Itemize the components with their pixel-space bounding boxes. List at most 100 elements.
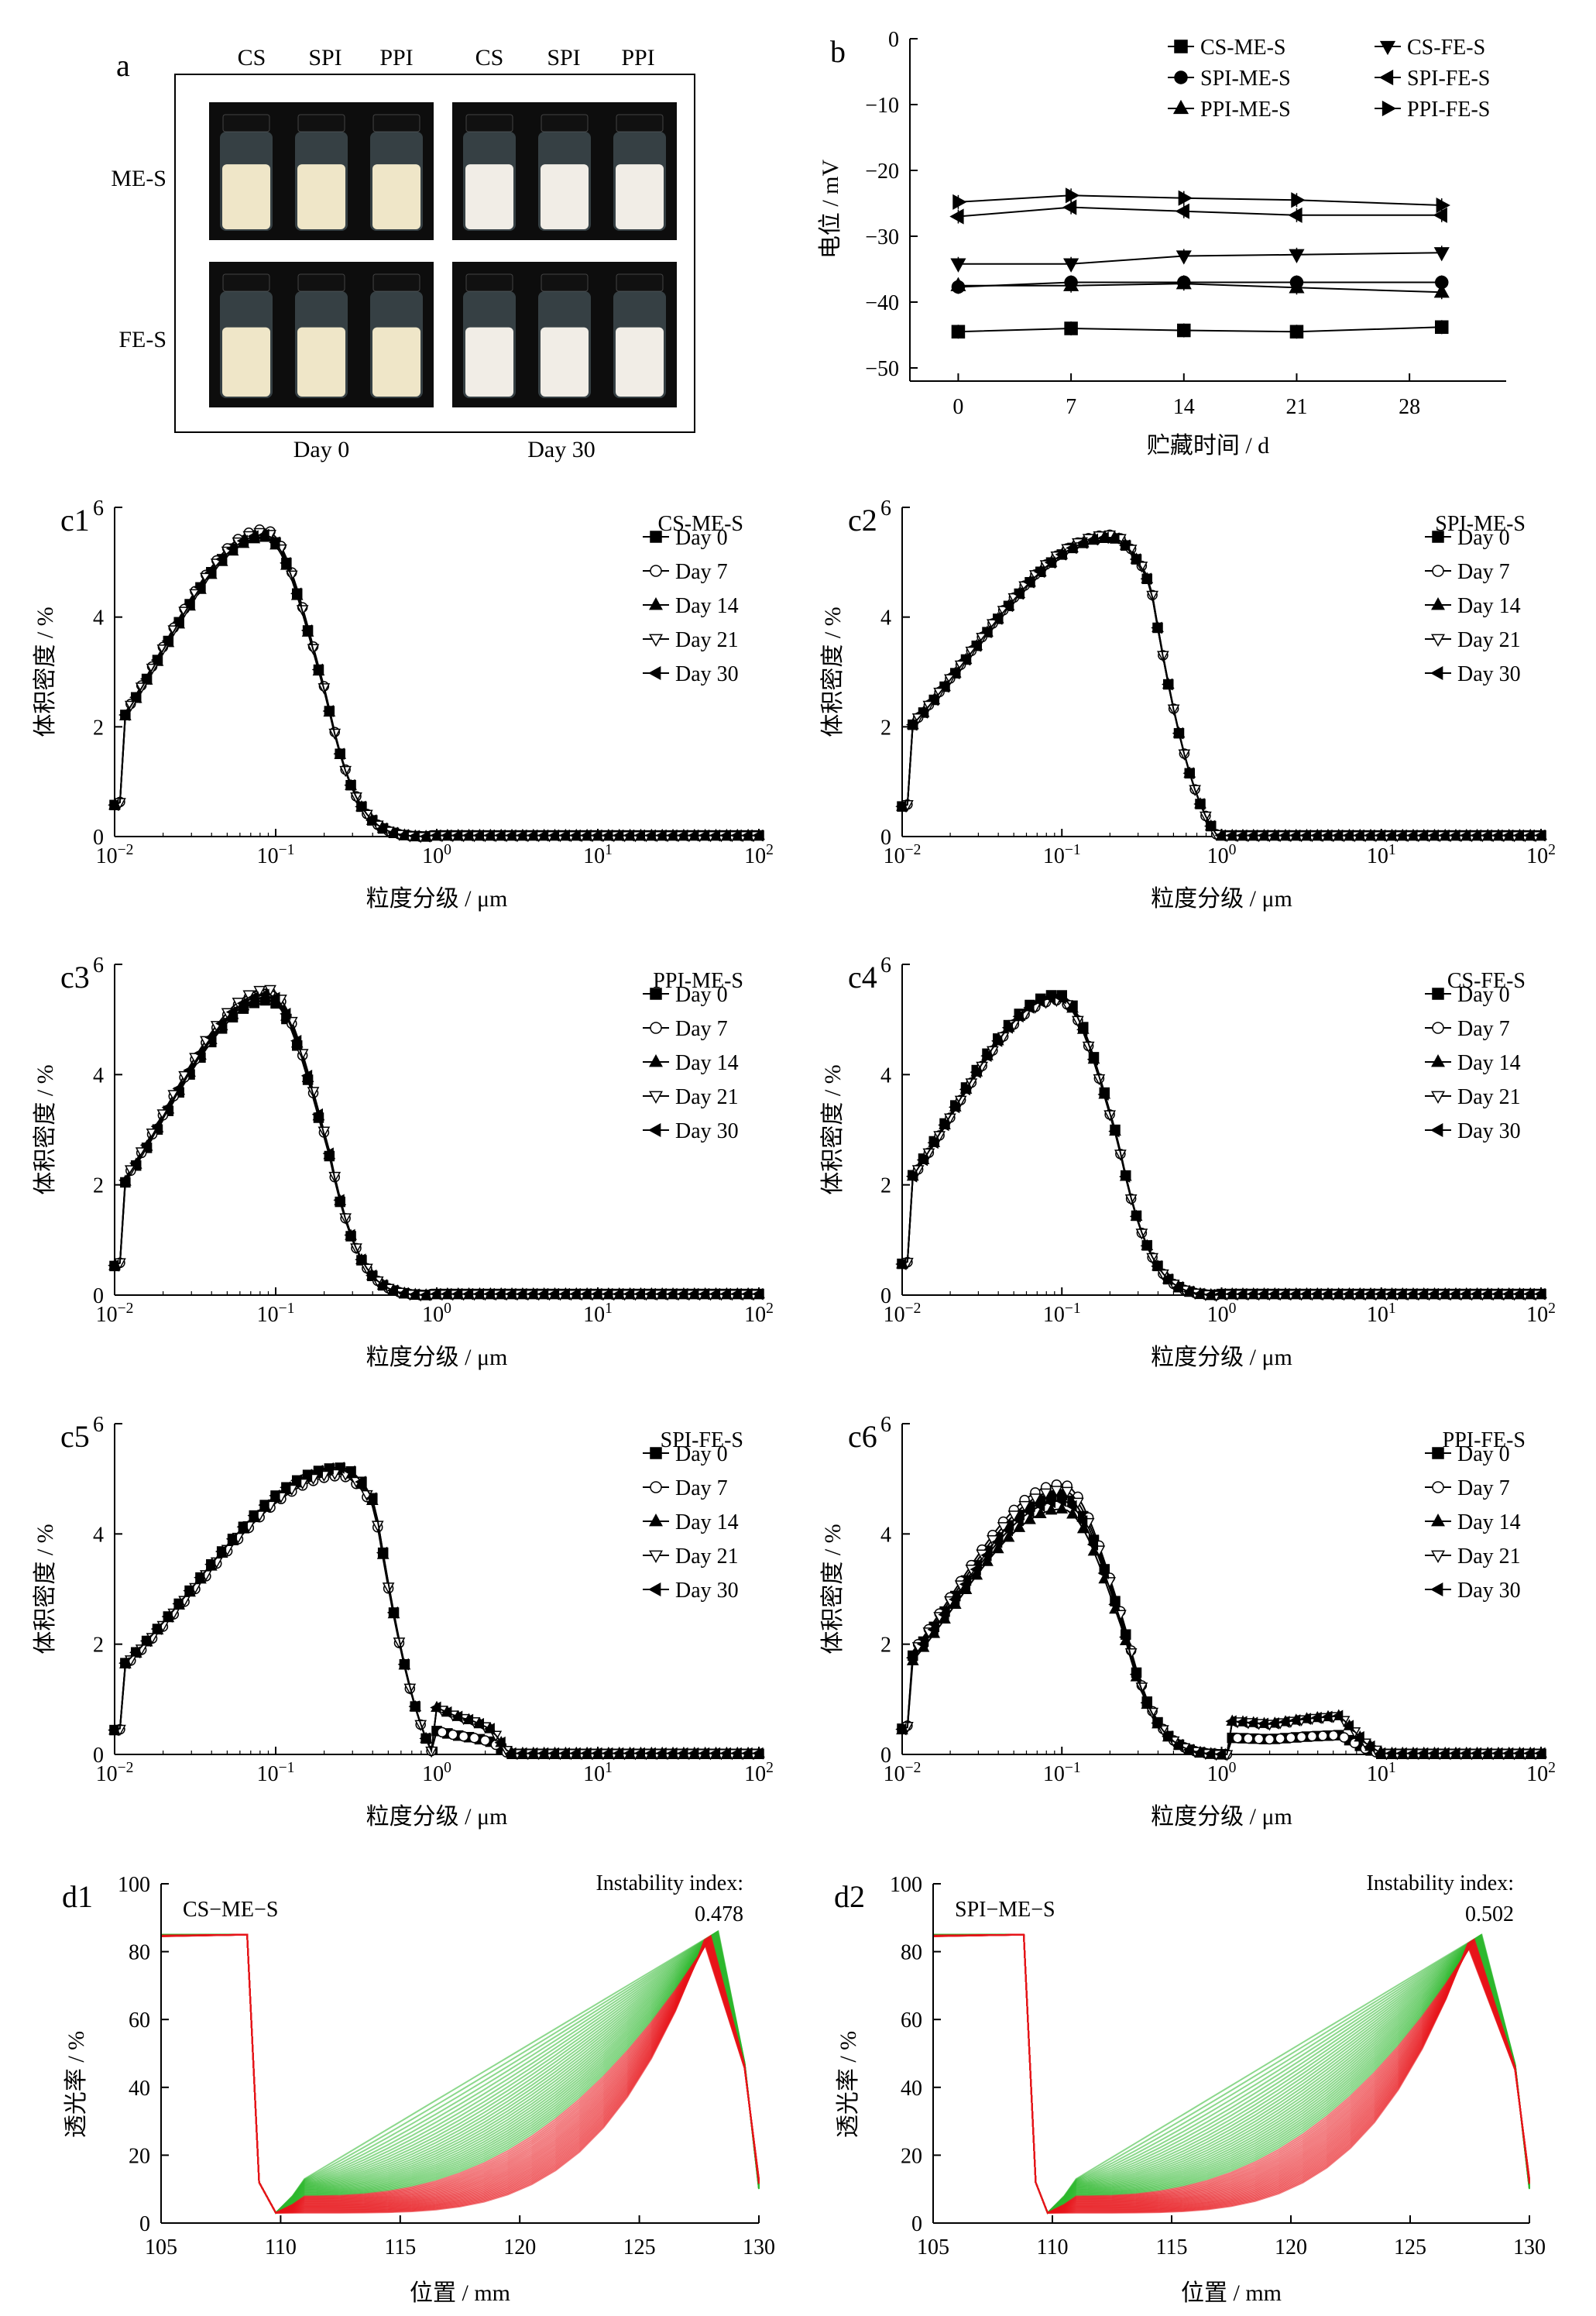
data-point (1364, 1287, 1375, 1301)
data-point (537, 829, 549, 842)
legend-marker (1172, 99, 1189, 115)
x-tick-label: 28 (1399, 395, 1420, 419)
y-axis-label: 电位 / mV (818, 160, 843, 259)
data-point (1007, 1510, 1021, 1522)
data-point (1225, 1287, 1237, 1301)
data-point (505, 1747, 517, 1760)
data-point (1034, 1507, 1047, 1519)
x-tick-label: 115 (384, 2235, 416, 2259)
series-line (958, 283, 1442, 294)
data-point (355, 800, 366, 813)
data-point (1018, 1500, 1031, 1513)
data-point (462, 829, 474, 842)
data-point (1076, 1023, 1088, 1036)
data-point (527, 1747, 538, 1760)
data-point (949, 208, 964, 225)
data-point (441, 829, 452, 842)
data-point (1182, 767, 1194, 780)
legend-label: Day 30 (1457, 662, 1521, 686)
legend-marker (650, 1447, 662, 1459)
vial-emulsion (541, 164, 589, 229)
data-point (118, 1657, 130, 1670)
data-point (204, 1031, 216, 1044)
data-point (719, 1287, 731, 1301)
data-point (472, 1717, 485, 1730)
data-point (1076, 1515, 1088, 1527)
x-tick-label: 101 (1367, 1301, 1396, 1327)
y-tick-label: 0 (139, 2212, 150, 2236)
legend-label: Day 7 (1457, 560, 1510, 584)
legend-marker (648, 666, 661, 680)
data-point (161, 1101, 173, 1114)
data-point (1118, 539, 1131, 552)
data-point (1364, 1740, 1375, 1753)
data-point (916, 1637, 928, 1651)
data-point (1299, 829, 1312, 842)
data-point (1151, 1716, 1162, 1730)
data-point (225, 1532, 238, 1545)
data-point (980, 1050, 992, 1063)
data-point (1406, 1747, 1418, 1760)
data-point (1063, 258, 1079, 273)
legend-label: PPI-ME-S (1200, 98, 1291, 122)
data-point (655, 1747, 667, 1760)
panel-a-label: a (116, 48, 130, 83)
data-point (990, 1535, 1003, 1548)
legend-label: Day 14 (675, 1051, 739, 1075)
x-axis-label: 粒度分级 / μm (1151, 886, 1292, 912)
data-point (479, 1735, 491, 1746)
legend-label: Day 0 (1457, 983, 1510, 1007)
data-point (269, 1490, 280, 1502)
data-point (730, 1747, 742, 1760)
data-point (1374, 1287, 1386, 1301)
legend-marker (1431, 1514, 1445, 1527)
legend-label: SPI-FE-S (1407, 67, 1490, 91)
legend-marker (1432, 1447, 1444, 1459)
legend-marker (1381, 100, 1397, 117)
panel-label: c5 (60, 1419, 90, 1454)
data-point (752, 829, 764, 842)
data-point (666, 829, 678, 842)
vial-emulsion (616, 164, 664, 229)
data-point (236, 997, 248, 1010)
legend-label: Day 30 (1457, 1119, 1521, 1143)
x-tick-label: 10−2 (884, 1301, 922, 1327)
data-point (1214, 1747, 1227, 1761)
data-point (108, 1259, 119, 1272)
x-tick-label: 102 (744, 842, 774, 868)
x-tick-label: 100 (1207, 1760, 1237, 1786)
legend-marker (1432, 531, 1444, 543)
data-point (1151, 621, 1162, 634)
data-point (236, 534, 248, 548)
chart-title: SPI-FE-S (661, 1428, 743, 1452)
data-point (1214, 829, 1227, 842)
data-point (1433, 283, 1450, 298)
data-point (247, 1509, 259, 1522)
data-point (911, 1165, 925, 1177)
day-label: Day 30 (527, 437, 595, 462)
x-tick-label: 101 (583, 842, 613, 868)
data-point (1066, 541, 1077, 555)
data-point (895, 1723, 907, 1736)
data-point (1481, 829, 1492, 842)
data-point (1438, 1747, 1450, 1760)
data-point (1374, 829, 1386, 842)
series-line (901, 534, 1541, 837)
data-point (527, 1287, 538, 1301)
legend-label: Day 21 (1457, 1085, 1521, 1109)
data-point (1395, 1747, 1407, 1760)
x-tick-label: 125 (623, 2235, 656, 2259)
data-point (655, 829, 667, 842)
series-line (901, 536, 1541, 837)
data-point (1024, 1513, 1036, 1524)
transmission-profile (932, 1933, 1530, 2214)
data-point (997, 1522, 1010, 1534)
x-tick-label: 10−1 (257, 1301, 295, 1327)
vial-emulsion (297, 327, 345, 397)
data-point (183, 1584, 194, 1597)
legend-marker (650, 1481, 662, 1493)
data-point (1176, 275, 1192, 290)
data-point (895, 800, 907, 813)
data-point (376, 1546, 388, 1559)
data-point (1161, 1730, 1173, 1743)
